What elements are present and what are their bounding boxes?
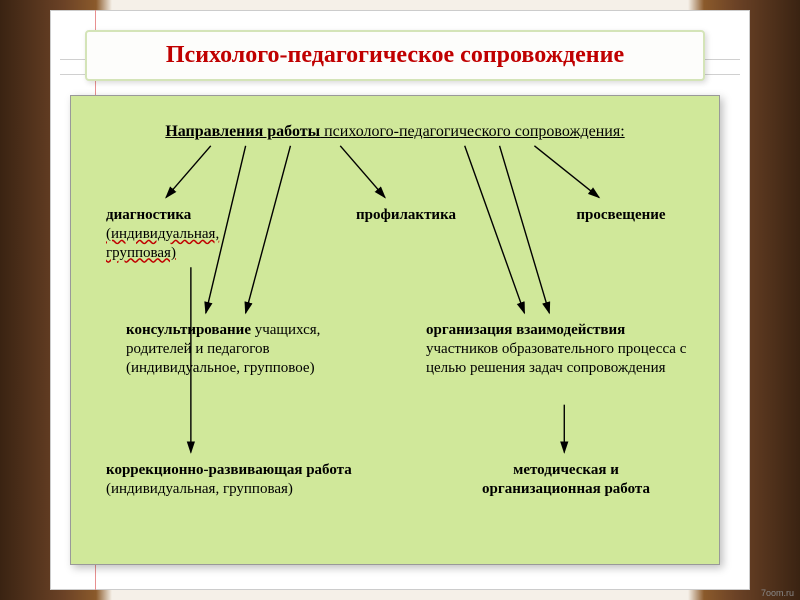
n6-bold: коррекционно-развивающая работа [106,462,352,478]
diagram-panel: Направления работы психолого-педагогичес… [70,95,720,565]
n1-bold: диагностика [106,206,276,225]
node-metodicheskaya: методическая и организационная работа [456,461,676,499]
n1-sub2: групповая) [106,245,176,261]
n2-bold: профилактика [356,207,456,223]
title-box: Психолого-педагогическое сопровождение [85,30,705,81]
n1-sub1: (индивидуальная, [106,226,219,242]
n6-rest: (индивидуальная, групповая) [106,481,293,497]
diagram-header: Направления работы психолого-педагогичес… [71,122,719,142]
header-bold: Направления работы [165,123,320,140]
node-diagnostika: диагностика (индивидуальная, групповая) [106,206,276,262]
title-text: Психолого-педагогическое сопровождение [166,42,624,68]
node-profilaktika: профилактика [331,206,481,225]
node-prosveshchenie: просвещение [546,206,696,225]
node-organizatsiya: организация взаимодействия участников об… [426,321,696,377]
n5-bold: организация взаимодействия [426,322,625,338]
node-korrektsionno: коррекционно-развивающая работа (индивид… [106,461,386,499]
n5-rest: участников образовательного процесса с ц… [426,341,686,376]
n3-bold: просвещение [576,207,665,223]
watermark: 7oom.ru [761,588,794,598]
node-konsultirovanie: консультирование учащихся, родителей и п… [126,321,386,377]
n7-line2: организационная работа [456,480,676,499]
n4-bold: консультирование [126,322,255,338]
header-rest: психолого-педагогического сопровождения: [320,123,625,140]
n7-line1: методическая и [456,461,676,480]
